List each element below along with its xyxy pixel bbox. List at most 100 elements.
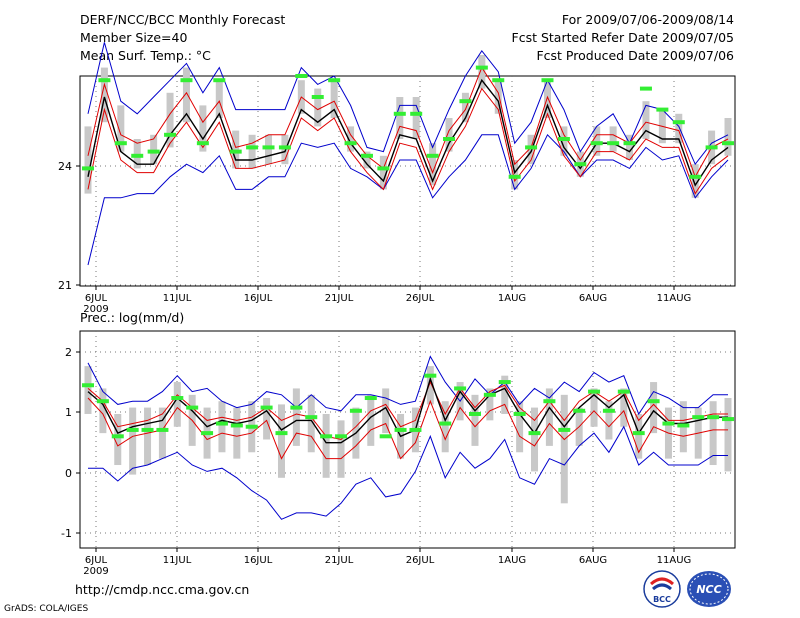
forecast-marker xyxy=(245,424,258,429)
forecast-marker xyxy=(131,153,144,158)
member-size: Member Size=40 xyxy=(80,30,188,45)
forecast-marker xyxy=(213,78,226,83)
forecast-marker xyxy=(360,153,373,158)
x-tick-label: 11AUG xyxy=(657,293,692,304)
forecast-marker xyxy=(96,399,109,404)
obs-range-bar xyxy=(265,134,273,165)
obs-range-bar xyxy=(129,407,137,475)
temperature-panel: 6JUL 11JUL 16JUL 21JUL 26JUL 1AUG 6AUG 11AUG 200… xyxy=(58,42,736,315)
obs-range-bar xyxy=(620,388,628,427)
obs-range-bar xyxy=(322,413,330,478)
forecast-marker xyxy=(230,423,243,428)
obs-range-bar xyxy=(642,101,650,139)
year-label: 2009 xyxy=(83,304,108,315)
forecast-marker xyxy=(707,415,720,420)
bcc-logo-text: BCC xyxy=(653,595,671,604)
forecast-marker xyxy=(443,137,456,141)
forecast-marker xyxy=(180,78,193,83)
forecast-marker xyxy=(424,373,437,378)
max-series-line xyxy=(87,42,729,166)
forecast-marker xyxy=(692,415,705,420)
forecast-marker xyxy=(439,421,452,426)
ncc-logo-icon: NCC xyxy=(687,571,731,607)
forecast-period: For 2009/07/06-2009/08/14 xyxy=(561,12,734,27)
forecast-marker xyxy=(459,99,472,104)
obs-range-bar xyxy=(461,92,469,123)
obs-range-bar xyxy=(337,420,345,478)
y-tick-label: 24 xyxy=(58,160,72,173)
forecast-marker xyxy=(647,399,660,404)
obs-range-bar xyxy=(412,97,420,139)
forecast-marker xyxy=(394,427,407,432)
obs-range-bar xyxy=(441,401,449,453)
y-tick-label: -1 xyxy=(61,527,72,540)
forecast-marker xyxy=(114,141,127,146)
obs-range-bar xyxy=(232,130,240,169)
forecast-marker xyxy=(623,141,636,146)
y-tick-label: 2 xyxy=(65,346,72,359)
max-series-line xyxy=(87,355,728,416)
obs-range-bar xyxy=(382,388,390,434)
forecast-marker xyxy=(617,389,630,394)
obs-range-bar xyxy=(281,134,289,165)
x-tick-label: 26JUL xyxy=(406,555,435,566)
obs-range-bar xyxy=(144,407,152,466)
x-tick-label: 6AUG xyxy=(579,555,607,566)
obs-range-bar xyxy=(114,413,122,466)
source-url[interactable]: http://cmdp.ncc.cma.gov.cn xyxy=(75,582,250,597)
bcc-logo-icon: BCC xyxy=(643,570,681,608)
forecast-marker xyxy=(201,431,214,436)
x-tick-label: 6JUL xyxy=(85,293,108,304)
forecast-marker xyxy=(295,74,308,78)
obs-range-bar xyxy=(724,398,732,472)
obs-range-bar xyxy=(478,55,486,89)
year-label: 2009 xyxy=(83,566,108,577)
forecast-marker xyxy=(475,65,488,70)
forecast-marker xyxy=(689,174,702,179)
obs-range-bar xyxy=(363,151,371,169)
forecast-marker xyxy=(278,145,291,150)
forecast-marker xyxy=(574,162,587,167)
obs-range-bar xyxy=(560,126,568,156)
forecast-marker xyxy=(528,431,541,436)
forecast-marker xyxy=(607,141,620,146)
obs-range-bar xyxy=(545,388,553,446)
plot-frame xyxy=(79,330,736,549)
forecast-marker xyxy=(147,149,160,154)
forecast-marker xyxy=(508,174,521,179)
obs-range-bar xyxy=(543,80,551,118)
obs-range-bar xyxy=(330,80,338,118)
forecast-marker xyxy=(156,427,169,432)
x-tick-label: 26JUL xyxy=(406,293,435,304)
upper-series-line xyxy=(87,380,728,441)
forecast-marker xyxy=(543,399,556,404)
obs-range-bar xyxy=(426,366,434,405)
obs-range-bar xyxy=(675,113,683,144)
obs-range-bar xyxy=(626,134,634,160)
precipitation-panel: 6JUL 11JUL 16JUL 21JUL 26JUL 1AUG 6AUG 11AUG 200… xyxy=(61,310,736,577)
forecast-marker xyxy=(426,153,439,158)
variable-label: Mean Surf. Temp.: °C xyxy=(80,48,211,63)
obs-range-bar xyxy=(516,401,524,453)
forecast-marker xyxy=(393,111,406,116)
obs-range-bar xyxy=(277,404,285,478)
obs-range-bar xyxy=(396,97,404,139)
forecast-marker xyxy=(335,434,348,439)
forecast-marker xyxy=(590,141,603,146)
x-tick-label: 11AUG xyxy=(657,555,692,566)
obs-range-bar xyxy=(166,92,174,148)
forecast-marker xyxy=(246,145,259,150)
forecast-marker xyxy=(111,434,124,439)
obs-range-bar xyxy=(511,160,519,190)
forecast-marker xyxy=(98,78,111,83)
obs-range-bar xyxy=(609,126,617,152)
x-tick-label: 21JUL xyxy=(325,555,354,566)
obs-range-bar xyxy=(84,126,92,194)
forecast-marker xyxy=(513,411,526,416)
obs-range-bar xyxy=(199,105,207,152)
obs-range-bar xyxy=(292,388,300,446)
forecast-marker xyxy=(196,141,209,146)
grads-credit: GrADS: COLA/IGES xyxy=(4,604,89,614)
forecast-marker xyxy=(672,120,685,125)
